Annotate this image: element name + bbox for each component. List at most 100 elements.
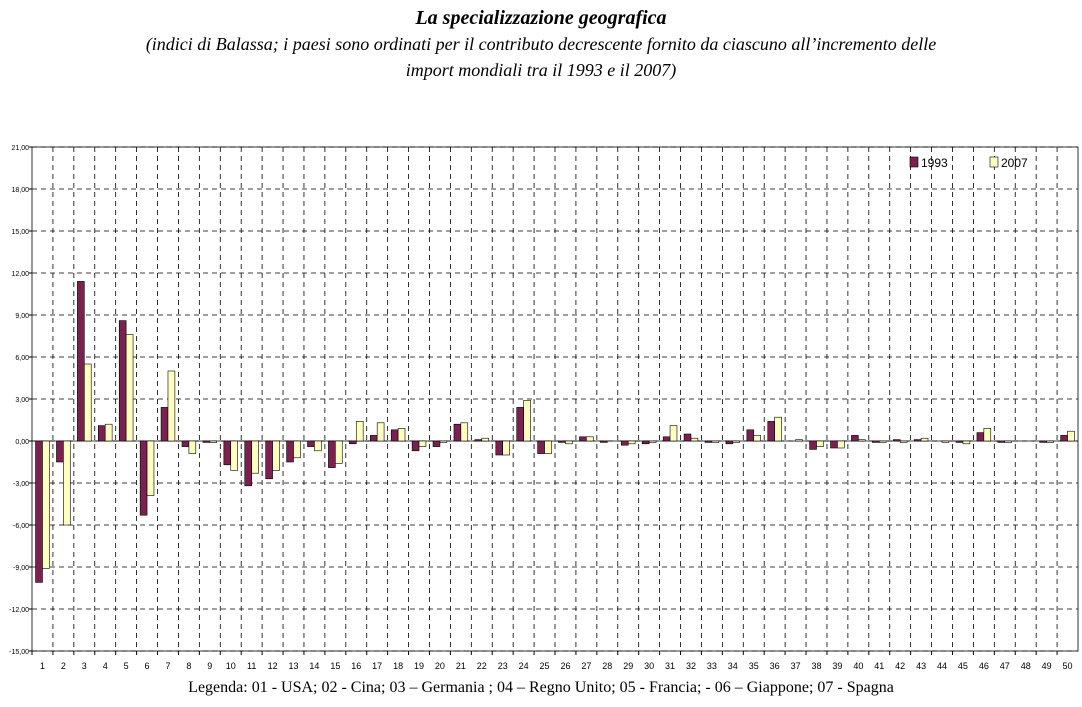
bar (453, 423, 462, 442)
bar (35, 440, 43, 583)
x-tick-label: 47 (1000, 661, 1010, 671)
bar (167, 370, 176, 442)
bar (251, 440, 259, 474)
x-tick-label: 20 (435, 661, 445, 671)
x-tick-label: 19 (414, 661, 424, 671)
bar (851, 435, 859, 442)
y-tick-label: -9,00 (13, 565, 29, 572)
y-tick-label: 18,00 (11, 187, 29, 194)
x-tick-label: 43 (916, 661, 926, 671)
bar (537, 440, 545, 454)
bar (181, 440, 190, 447)
x-tick-label: 49 (1042, 661, 1052, 671)
legend-swatch (909, 156, 919, 168)
bar (711, 440, 720, 443)
bar (627, 440, 636, 445)
x-tick-label: 16 (351, 661, 361, 671)
bar (481, 437, 489, 442)
x-tick-label: 37 (791, 661, 801, 671)
x-tick-label: 6 (145, 661, 150, 671)
bar (418, 440, 427, 447)
subtitle: (indici di Balassa; i paesi sono ordinat… (146, 34, 936, 55)
bar (139, 440, 148, 516)
bar (962, 440, 971, 445)
x-tick-label: 40 (853, 661, 863, 671)
bar (732, 440, 741, 443)
bar (328, 440, 336, 468)
bar (795, 439, 803, 442)
bar (725, 440, 734, 445)
x-tick-label: 45 (958, 661, 968, 671)
x-tick-label: 36 (770, 661, 780, 671)
bar (579, 436, 587, 442)
bar (244, 440, 252, 487)
y-tick-label: 0,00 (15, 439, 29, 446)
x-tick-label: 1 (40, 661, 45, 671)
bar (1039, 440, 1047, 443)
bar (641, 440, 650, 445)
bar (690, 437, 699, 442)
x-tick-label: 5 (124, 661, 129, 671)
bar (565, 440, 573, 445)
bar (648, 440, 657, 443)
x-tick-label: 9 (207, 661, 212, 671)
bar (899, 440, 908, 443)
bar (516, 407, 524, 442)
bar (104, 423, 113, 442)
bar (941, 440, 950, 443)
legend-label: 2007 (1001, 156, 1028, 170)
bar (56, 440, 64, 463)
x-tick-label: 41 (874, 661, 884, 671)
y-tick-label: -3,00 (13, 481, 29, 488)
bar (335, 440, 343, 464)
bar (955, 440, 964, 443)
bar (830, 440, 838, 449)
bar (63, 440, 71, 526)
subtitle: import mondiali tra il 1993 e il 2007) (406, 60, 677, 81)
chart-title: La specializzazione geografica (414, 7, 666, 29)
bar (369, 435, 378, 442)
bar (544, 440, 552, 454)
bar (460, 422, 469, 442)
x-tick-label: 7 (165, 661, 170, 671)
bar (188, 440, 197, 454)
bar (586, 436, 594, 442)
x-tick-label: 17 (372, 661, 382, 671)
x-tick-label: 18 (393, 661, 403, 671)
bar (202, 440, 211, 443)
x-tick-label: 25 (540, 661, 550, 671)
bar (265, 440, 273, 480)
y-tick-label: 6,00 (15, 355, 29, 362)
bar (411, 440, 420, 452)
bar (495, 440, 503, 456)
bar (125, 334, 134, 442)
bar (42, 440, 50, 569)
bar (600, 440, 608, 443)
y-tick-label: 12,00 (11, 271, 29, 278)
bar (293, 440, 301, 459)
y-tick-label: 9,00 (15, 313, 29, 320)
bar (704, 440, 713, 443)
x-tick-label: 2 (61, 661, 66, 671)
bar (390, 429, 399, 442)
x-tick-label: 38 (811, 661, 821, 671)
x-tick-label: 46 (979, 661, 989, 671)
bar (146, 440, 155, 496)
bar (753, 435, 761, 442)
y-tick-label: -12,00 (9, 607, 29, 614)
bar (349, 440, 357, 445)
bar (621, 440, 629, 446)
y-tick-label: 15,00 (11, 229, 29, 236)
y-tick-label: -6,00 (13, 523, 29, 530)
bar (84, 363, 92, 442)
bar (669, 425, 678, 442)
x-tick-label: 28 (602, 661, 612, 671)
bar (976, 432, 985, 442)
bar (997, 440, 1006, 443)
x-tick-label: 34 (728, 661, 738, 671)
bar (767, 421, 775, 442)
bar (892, 439, 901, 442)
x-tick-label: 3 (82, 661, 87, 671)
bar (209, 440, 218, 443)
bar (558, 440, 566, 443)
